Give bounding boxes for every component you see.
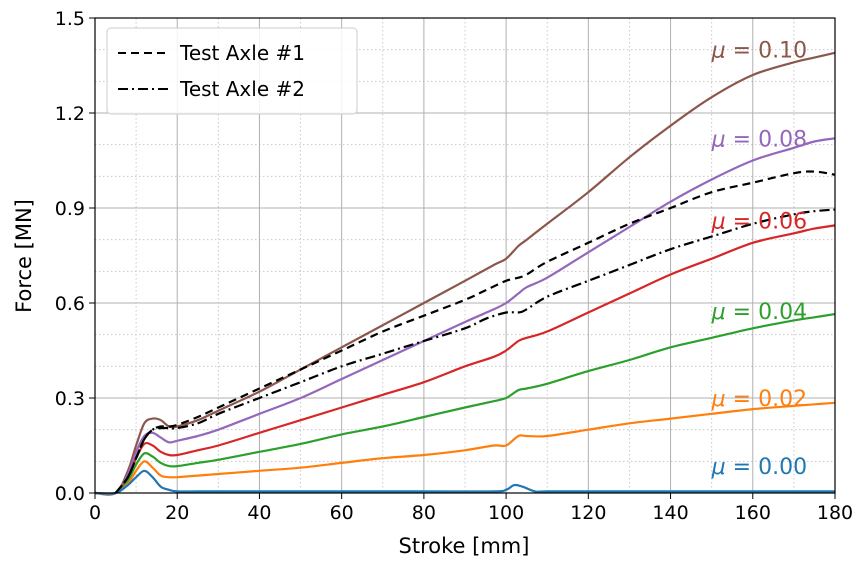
series-line-2 [94,51,836,496]
y-tick-label: 0.3 [55,388,85,410]
x-tick-label: 140 [652,502,688,524]
axis-ticks: 0 20 40 60 80 100 120 140 160 180 0.0 0.3 0.6 0.9 1.2 1… [55,8,853,524]
mu-annotation-4: μ = 0.02 [711,387,807,412]
plot-frame [94,17,836,494]
x-tick-label: 0 [89,502,101,524]
mu-value: = 0.08 [726,127,807,152]
x-tick-label: 100 [488,502,524,524]
series-line-6 [94,401,836,495]
mu-annotation-5: μ = 0.00 [711,455,807,480]
series-line-7 [94,469,835,495]
legend-label-test-axle-1: Test Axle #1 [179,41,305,65]
series-line-3 [94,137,836,496]
mu-value: = 0.10 [726,39,807,64]
mu-symbol: μ [711,455,726,480]
annotations: μ = 0.10μ = 0.08μ = 0.06μ = 0.04μ = 0.02… [711,39,807,480]
mu-symbol: μ [711,387,726,412]
mu-symbol: μ [711,300,726,325]
x-axis-label: Stroke [mm] [399,534,530,558]
legend: Test Axle #1 Test Axle #2 [106,27,358,115]
legend-label-test-axle-2: Test Axle #2 [179,77,305,101]
legend-box [106,27,358,115]
mu-annotation-1: μ = 0.08 [711,127,807,152]
mu-annotation-0: μ = 0.10 [711,39,807,64]
mu-symbol: μ [711,39,726,64]
y-tick-label: 0.0 [55,483,85,505]
x-tick-label: 60 [330,502,354,524]
mu-value: = 0.00 [726,455,807,480]
mu-symbol: μ [711,210,726,235]
x-tick-label: 120 [570,502,606,524]
y-tick-label: 1.2 [55,103,85,125]
y-tick-label: 0.6 [55,293,85,315]
x-tick-label: 40 [247,502,271,524]
series-line-5 [94,313,836,496]
y-tick-label: 1.5 [55,8,85,30]
series-line-1 [114,208,836,494]
x-tick-label: 20 [165,502,189,524]
series-lines [94,51,836,496]
x-tick-label: 180 [817,502,853,524]
x-tick-label: 80 [412,502,436,524]
series-line-4 [94,224,836,496]
series-line-0 [114,170,836,494]
mu-value: = 0.06 [726,210,807,235]
mu-value: = 0.04 [726,300,807,325]
mu-value: = 0.02 [726,387,807,412]
x-tick-label: 160 [735,502,771,524]
y-tick-label: 0.9 [55,198,85,220]
mu-annotation-2: μ = 0.06 [711,210,807,235]
y-axis-label: Force [MN] [12,199,36,313]
mu-annotation-3: μ = 0.04 [711,300,807,325]
mu-symbol: μ [711,127,726,152]
